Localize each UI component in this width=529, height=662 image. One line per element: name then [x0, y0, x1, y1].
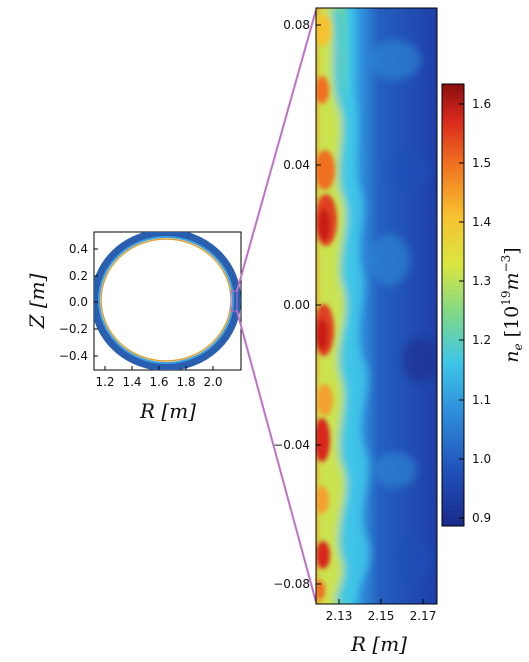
colorbar: 1.6 1.5 1.4 1.3 1.2 1.1 1.0 0.9 ne [1019… — [441, 83, 525, 527]
colorbar-tick-label: 1.6 — [472, 97, 491, 111]
cs-xtick-label: 1.8 — [176, 375, 195, 389]
colorbar-label-unit-exponent: −3 — [499, 255, 513, 273]
colorbar-tick-label: 1.3 — [472, 274, 491, 288]
cross-section-panel: 0.4 0.2 0.0 −0.2 −0.4 1.2 1.4 1.6 1.8 2.… — [25, 231, 242, 423]
cs-ytick-label: 0.2 — [69, 269, 88, 283]
ed-ytick-label: 0.04 — [283, 158, 310, 172]
hot-spots — [316, 14, 337, 600]
edge-density-xlabel: R [m] — [350, 632, 407, 656]
colorbar-label-close: ] — [501, 247, 523, 254]
colorbar-label-subscript: e — [511, 343, 525, 350]
colorbar-tick-label: 1.2 — [472, 333, 491, 347]
ed-ytick-label: −0.04 — [273, 438, 310, 452]
ed-ytick-label: 0.00 — [283, 298, 310, 312]
cs-xtick-label: 2.0 — [203, 375, 222, 389]
cross-section-yticks: 0.4 0.2 0.0 −0.2 −0.4 — [59, 242, 98, 363]
ed-xtick-label: 2.13 — [326, 609, 353, 623]
plasma-edge-ring-inner — [98, 236, 234, 364]
cross-section-ylabel: Z [m] — [25, 273, 49, 329]
edge-density-yticks: 0.08 0.04 0.00 −0.04 −0.08 — [273, 18, 321, 591]
zoom-line-bottom — [236, 310, 317, 603]
cross-section-xlabel: R [m] — [139, 399, 196, 423]
zoom-window — [230, 290, 238, 312]
outer-turbulence — [369, 40, 437, 580]
zoom-line-top — [236, 9, 317, 292]
cs-xtick-label: 1.4 — [122, 375, 141, 389]
edge-density-xticks: 2.13 2.15 2.17 — [326, 599, 437, 623]
cs-ytick-label: 0.4 — [69, 242, 88, 256]
ed-xtick-label: 2.17 — [410, 609, 437, 623]
colorbar-label-exponent: 19 — [499, 290, 513, 305]
edge-density-panel: 0.08 0.04 0.00 −0.04 −0.08 2.13 2.15 2.1… — [273, 7, 438, 656]
colorbar-tick-label: 1.0 — [472, 452, 491, 466]
colorbar-tick-label: 1.1 — [472, 393, 491, 407]
ed-ytick-label: 0.08 — [283, 18, 310, 32]
colorbar-tick-label: 1.4 — [472, 215, 491, 229]
cs-ytick-label: −0.4 — [59, 349, 88, 363]
colorbar-label-unit: m — [501, 272, 523, 290]
colorbar-label-bracket: [10 — [501, 306, 523, 344]
ed-ytick-label: −0.08 — [273, 577, 310, 591]
colorbar-tick-label: 1.5 — [472, 156, 491, 170]
colorbar-label: ne [1019m−3] — [499, 247, 525, 362]
cross-section-xticks: 1.2 1.4 1.6 1.8 2.0 — [95, 366, 223, 389]
colorbar-scale — [441, 83, 465, 527]
ed-xtick-label: 2.15 — [368, 609, 395, 623]
cs-ytick-label: 0.0 — [69, 295, 88, 309]
colorbar-ticks: 1.6 1.5 1.4 1.3 1.2 1.1 1.0 0.9 — [459, 97, 491, 525]
cs-ytick-label: −0.2 — [59, 322, 88, 336]
colorbar-tick-label: 0.9 — [472, 511, 491, 525]
cs-xtick-label: 1.6 — [149, 375, 168, 389]
colorbar-label-symbol: n — [501, 350, 523, 362]
edge-density-axes — [315, 7, 438, 605]
cs-xtick-label: 1.2 — [95, 375, 114, 389]
